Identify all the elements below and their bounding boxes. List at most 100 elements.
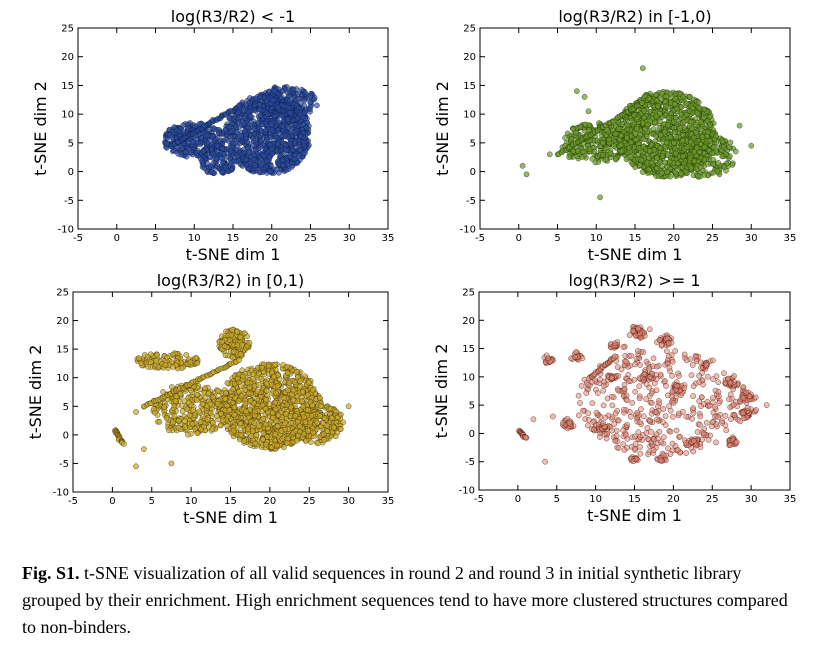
y-tick-label: 5 xyxy=(470,138,476,149)
scatter-point xyxy=(138,360,145,366)
scatter-point xyxy=(695,172,701,179)
scatter-point xyxy=(667,173,674,180)
scatter-point xyxy=(252,137,258,144)
scatter-point xyxy=(283,142,289,149)
scatter-point xyxy=(705,128,711,135)
scatter-point xyxy=(161,404,168,410)
x-tick-label: 35 xyxy=(382,496,395,507)
scatter-point xyxy=(710,144,717,151)
scatter-point xyxy=(242,387,249,393)
scatter-point xyxy=(646,148,653,155)
scatter-point xyxy=(277,152,284,159)
scatter-point xyxy=(227,128,234,135)
scatter-point xyxy=(192,425,198,432)
points-group xyxy=(112,326,352,470)
scatter-point xyxy=(297,378,304,385)
x-tick-label: 35 xyxy=(784,233,797,244)
scatter-point xyxy=(321,437,328,443)
scatter-point xyxy=(291,122,298,128)
scatter-point xyxy=(603,156,610,163)
scatter-point xyxy=(223,328,229,335)
scatter-point xyxy=(682,168,689,175)
x-tick-label: 25 xyxy=(304,233,317,244)
scatter-point xyxy=(314,102,320,109)
scatter-point xyxy=(215,388,221,394)
scatter-point xyxy=(282,420,289,426)
scatter-point xyxy=(657,110,663,117)
scatter-point xyxy=(234,328,241,335)
scatter-point xyxy=(241,121,247,128)
scatter-point xyxy=(646,166,652,173)
y-tick-label: 10 xyxy=(61,110,74,121)
scatter-point xyxy=(251,408,258,415)
scatter-point xyxy=(199,158,206,165)
scatter-point xyxy=(624,121,631,128)
scatter-point xyxy=(245,108,252,115)
scatter-point xyxy=(219,145,226,152)
scatter-point xyxy=(589,156,596,162)
scatter-point xyxy=(172,398,179,404)
scatter-point xyxy=(667,134,674,141)
scatter-point xyxy=(611,143,617,149)
x-tick-label: -5 xyxy=(68,496,78,507)
scatter-point xyxy=(642,126,649,133)
scatter-point xyxy=(692,122,699,128)
scatter-point xyxy=(274,104,281,111)
panel-title-lt-neg1: log(R3/R2) < -1 xyxy=(171,7,295,26)
scatter-point xyxy=(224,380,231,386)
scatter-point xyxy=(311,94,318,101)
scatter-point xyxy=(638,157,645,164)
scatter-point xyxy=(736,122,743,129)
scatter-point xyxy=(170,351,176,358)
scatter-point xyxy=(683,111,690,118)
scatter-point xyxy=(663,93,670,100)
scatter-point xyxy=(215,130,222,137)
scatter-point xyxy=(577,124,584,130)
scatter-point xyxy=(255,382,262,388)
scatter-point xyxy=(710,169,717,176)
scatter-point xyxy=(719,138,726,144)
scatter-point xyxy=(606,136,613,143)
scatter-point xyxy=(250,371,257,378)
y-tick-label: -10 xyxy=(460,225,476,236)
scatter-point xyxy=(710,161,717,167)
scatter-point xyxy=(637,162,643,169)
scatter-point xyxy=(301,110,308,116)
y-axis-label: t-SNE dim 2 xyxy=(433,81,452,176)
scatter-point xyxy=(337,411,344,418)
scatter-point xyxy=(264,387,270,394)
scatter-point xyxy=(251,420,257,426)
scatter-point xyxy=(566,154,572,161)
scatter-point xyxy=(297,423,303,430)
y-tick-label: 0 xyxy=(470,167,476,178)
scatter-point xyxy=(327,405,334,412)
scatter-point xyxy=(246,340,253,346)
scatter-point xyxy=(671,139,677,146)
scatter-point xyxy=(658,132,664,139)
scatter-point xyxy=(301,414,307,421)
x-tick-label: -5 xyxy=(73,233,83,244)
scatter-point xyxy=(245,165,252,172)
scatter-point xyxy=(314,419,321,426)
x-axis-label: t-SNE dim 1 xyxy=(588,245,683,264)
scatter-point xyxy=(296,383,303,390)
scatter-point xyxy=(273,166,280,173)
scatter-point xyxy=(315,440,321,447)
scatter-point xyxy=(263,441,269,448)
scatter-point xyxy=(639,100,645,106)
scatter-point xyxy=(300,403,307,410)
scatter-point xyxy=(701,114,708,121)
scatter-point xyxy=(284,440,290,446)
scatter-point xyxy=(121,441,127,447)
scatter-point xyxy=(684,144,690,151)
scatter-point xyxy=(337,426,344,432)
scatter-point xyxy=(641,114,647,121)
x-tick-label: 25 xyxy=(303,496,316,507)
y-tick-label: 25 xyxy=(56,288,69,299)
scatter-point xyxy=(162,362,169,368)
x-tick-label: 20 xyxy=(265,233,278,244)
scatter-point xyxy=(272,399,278,406)
scatter-point xyxy=(697,126,704,133)
scatter-point xyxy=(332,433,339,440)
scatter-point xyxy=(681,351,688,358)
